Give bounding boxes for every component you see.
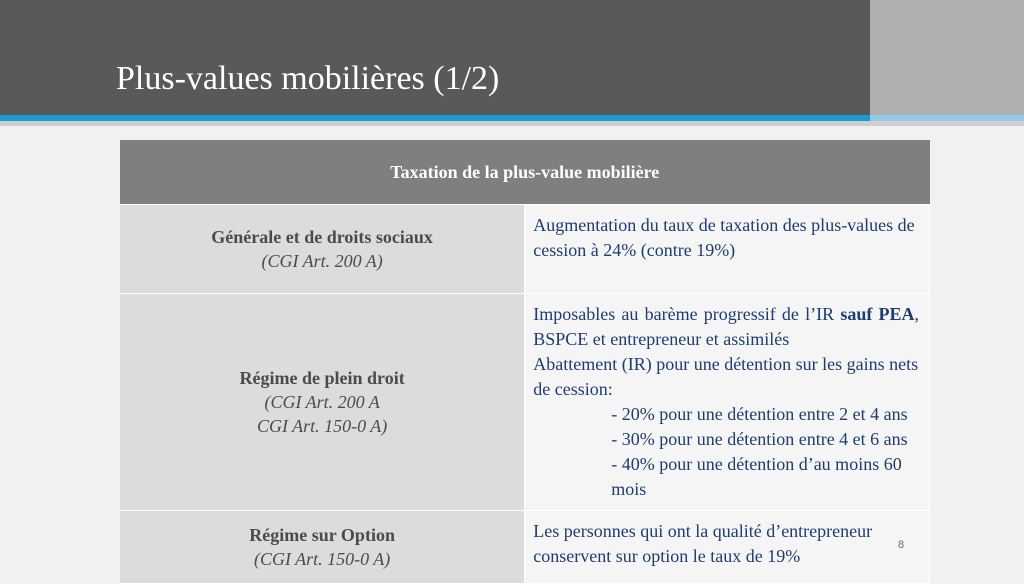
row-label: Régime de plein droit (239, 368, 405, 388)
bullet-item: - 40% pour une détention d’au moins 60 m… (611, 454, 902, 499)
row-reference: (CGI Art. 150-0 A) (253, 549, 391, 569)
row-content-line: Imposables au barème progressif de l’IR … (533, 302, 919, 327)
row-content-text: Augmentation du taux de taxation des plu… (533, 215, 915, 260)
row-content-text: BSPCE et entrepreneur et assimilés (533, 329, 790, 349)
row-content-text: Abattement (IR) pour une détention sur l… (533, 354, 919, 374)
row-label: Générale et de droits sociaux (211, 227, 433, 247)
row-content-text: Imposables au barème progressif de l’IR (533, 304, 835, 324)
page-number: 8 (898, 539, 905, 551)
row-label-cell: Générale et de droits sociaux (CGI Art. … (120, 204, 526, 294)
header-bar (0, 0, 870, 115)
row-reference: (CGI Art. 200 A) (261, 251, 383, 271)
table-row: Régime sur Option (CGI Art. 150-0 A) Les… (120, 510, 930, 584)
bullet-item: - 30% pour une détention entre 4 et 6 an… (611, 429, 908, 449)
taxation-table: Taxation de la plus-value mobilière Géné… (120, 140, 930, 584)
accent-stripe-grey (0, 121, 1024, 126)
row-content-text: Les personnes qui ont la qualité d’entre… (533, 521, 873, 541)
slide-title: Plus-values mobilières (1/2) (116, 60, 500, 97)
row-content-bold: sauf PEA (840, 304, 915, 324)
row-content-cell: Imposables au barème progressif de l’IR … (524, 293, 930, 511)
row-label-cell: Régime de plein droit (CGI Art. 200 A CG… (120, 293, 526, 511)
bullet-item: - 20% pour une détention entre 2 et 4 an… (611, 404, 908, 424)
table-row: Régime de plein droit (CGI Art. 200 A CG… (120, 293, 930, 511)
row-label-cell: Régime sur Option (CGI Art. 150-0 A) (120, 510, 526, 584)
table-row: Générale et de droits sociaux (CGI Art. … (120, 204, 930, 294)
row-reference: (CGI Art. 200 A (264, 392, 380, 412)
row-reference: CGI Art. 150-0 A) (256, 416, 388, 436)
row-content-cell: Augmentation du taux de taxation des plu… (524, 204, 930, 294)
accent-stripe (0, 115, 870, 121)
accent-stripe-light (870, 115, 1024, 121)
row-content-text: de cession: (533, 379, 613, 399)
table-header: Taxation de la plus-value mobilière (120, 140, 930, 205)
row-content-text: conservent sur option le taux de 19% (533, 546, 801, 566)
header-side-panel (870, 0, 1024, 115)
row-content-text: , (914, 304, 920, 324)
row-content-cell: Les personnes qui ont la qualité d’entre… (524, 510, 930, 584)
row-label: Régime sur Option (249, 525, 395, 545)
